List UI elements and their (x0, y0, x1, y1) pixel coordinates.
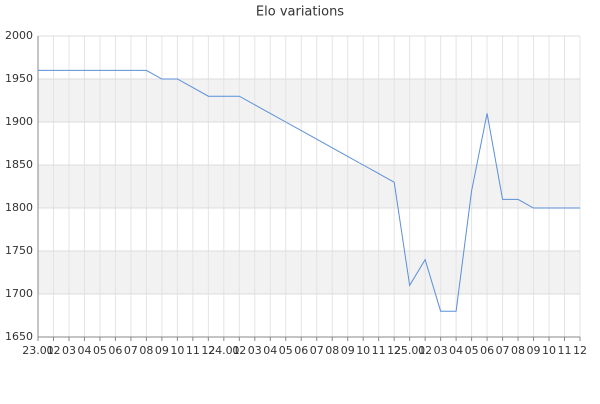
x-tick-label: 08 (139, 344, 153, 357)
x-tick-label: 04 (77, 344, 91, 357)
x-tick-label: 02 (418, 344, 432, 357)
x-tick-label: 09 (341, 344, 355, 357)
y-tick-label: 1750 (5, 244, 33, 257)
x-tick-label: 05 (93, 344, 107, 357)
x-tick-label: 06 (108, 344, 122, 357)
x-tick-label: 10 (170, 344, 184, 357)
x-tick-label: 09 (527, 344, 541, 357)
x-tick-label: 11 (558, 344, 572, 357)
x-tick-label: 05 (279, 344, 293, 357)
y-tick-label: 1900 (5, 115, 33, 128)
x-tick-label: 12 (387, 344, 401, 357)
x-tick-label: 04 (449, 344, 463, 357)
x-tick-label: 05 (465, 344, 479, 357)
x-tick-label: 25.01 (394, 344, 426, 357)
x-tick-label: 12 (573, 344, 587, 357)
x-tick-label: 06 (480, 344, 494, 357)
x-tick-label: 04 (263, 344, 277, 357)
x-tick-label: 10 (542, 344, 556, 357)
y-tick-label: 2000 (5, 29, 33, 42)
x-tick-label: 23.01 (22, 344, 54, 357)
x-tick-label: 02 (232, 344, 246, 357)
x-tick-label: 08 (325, 344, 339, 357)
grid-band (38, 165, 580, 208)
y-tick-label: 1850 (5, 158, 33, 171)
x-tick-label: 07 (124, 344, 138, 357)
x-tick-label: 08 (511, 344, 525, 357)
y-tick-label: 1800 (5, 201, 33, 214)
grid-band (38, 79, 580, 122)
x-tick-label: 12 (201, 344, 215, 357)
x-tick-label: 07 (496, 344, 510, 357)
x-tick-label: 09 (155, 344, 169, 357)
x-tick-label: 11 (372, 344, 386, 357)
x-tick-label: 03 (248, 344, 262, 357)
x-tick-label: 11 (186, 344, 200, 357)
x-tick-label: 03 (434, 344, 448, 357)
y-tick-label: 1700 (5, 287, 33, 300)
y-tick-label: 1950 (5, 72, 33, 85)
grid-band (38, 251, 580, 294)
line (38, 69, 580, 312)
x-tick-label: 07 (310, 344, 324, 357)
y-tick-label: 1650 (5, 330, 33, 343)
x-tick-label: 02 (46, 344, 60, 357)
x-tick-label: 03 (62, 344, 76, 357)
x-tick-label: 06 (294, 344, 308, 357)
chart-title: Elo variations (256, 5, 344, 20)
x-tick-label: 10 (356, 344, 370, 357)
x-tick-label: 24.01 (208, 344, 240, 357)
